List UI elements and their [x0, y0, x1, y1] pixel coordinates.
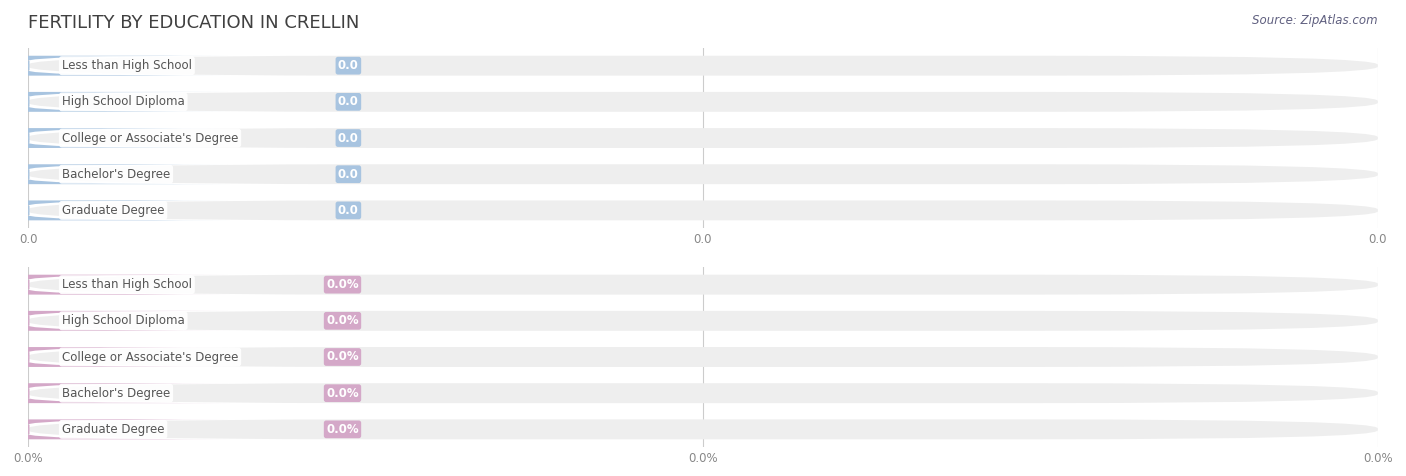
Text: 0.0%: 0.0%	[326, 387, 359, 400]
Text: Bachelor's Degree: Bachelor's Degree	[62, 387, 170, 400]
FancyBboxPatch shape	[0, 275, 231, 295]
Text: Source: ZipAtlas.com: Source: ZipAtlas.com	[1253, 14, 1378, 27]
FancyBboxPatch shape	[28, 56, 1378, 76]
FancyBboxPatch shape	[28, 164, 1378, 184]
FancyBboxPatch shape	[28, 275, 1378, 295]
Text: 0.0%: 0.0%	[326, 423, 359, 436]
Text: High School Diploma: High School Diploma	[62, 314, 184, 327]
Text: 0.0: 0.0	[337, 204, 359, 217]
FancyBboxPatch shape	[0, 92, 231, 112]
Text: FERTILITY BY EDUCATION IN CRELLIN: FERTILITY BY EDUCATION IN CRELLIN	[28, 14, 360, 32]
Text: 0.0%: 0.0%	[326, 314, 359, 327]
FancyBboxPatch shape	[28, 92, 1378, 112]
FancyBboxPatch shape	[0, 164, 231, 184]
Text: Graduate Degree: Graduate Degree	[62, 204, 165, 217]
FancyBboxPatch shape	[28, 311, 1378, 331]
Text: College or Associate's Degree: College or Associate's Degree	[62, 131, 238, 145]
Text: Bachelor's Degree: Bachelor's Degree	[62, 168, 170, 181]
Text: 0.0: 0.0	[337, 95, 359, 109]
Text: 0.0: 0.0	[337, 168, 359, 181]
FancyBboxPatch shape	[0, 383, 231, 403]
FancyBboxPatch shape	[28, 419, 1378, 439]
FancyBboxPatch shape	[28, 383, 1378, 403]
FancyBboxPatch shape	[28, 200, 1378, 220]
Text: High School Diploma: High School Diploma	[62, 95, 184, 109]
FancyBboxPatch shape	[0, 56, 231, 76]
Text: College or Associate's Degree: College or Associate's Degree	[62, 350, 238, 364]
Text: 0.0%: 0.0%	[326, 350, 359, 364]
FancyBboxPatch shape	[28, 347, 1378, 367]
Text: 0.0: 0.0	[337, 59, 359, 72]
Text: 0.0: 0.0	[337, 131, 359, 145]
FancyBboxPatch shape	[0, 128, 231, 148]
FancyBboxPatch shape	[0, 311, 231, 331]
Text: Graduate Degree: Graduate Degree	[62, 423, 165, 436]
FancyBboxPatch shape	[0, 419, 231, 439]
FancyBboxPatch shape	[0, 200, 231, 220]
FancyBboxPatch shape	[0, 347, 231, 367]
Text: Less than High School: Less than High School	[62, 59, 191, 72]
FancyBboxPatch shape	[28, 128, 1378, 148]
Text: 0.0%: 0.0%	[326, 278, 359, 291]
Text: Less than High School: Less than High School	[62, 278, 191, 291]
